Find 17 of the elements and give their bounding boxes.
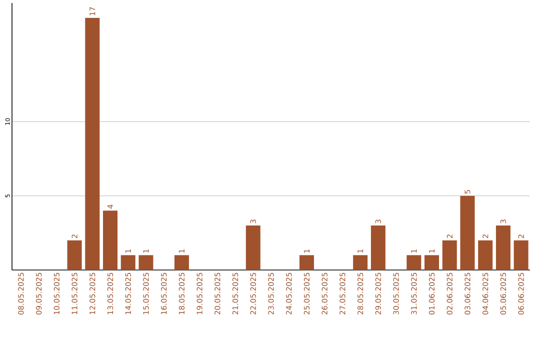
- bar: [478, 240, 493, 270]
- bar: [514, 240, 528, 270]
- bar: [406, 255, 422, 270]
- bar: [496, 226, 510, 270]
- bar: [370, 226, 386, 270]
- bar: [424, 255, 440, 270]
- bar: [120, 255, 136, 270]
- bar: [102, 210, 118, 270]
- bar: [460, 196, 475, 270]
- bar: [138, 255, 154, 270]
- bar: [67, 240, 82, 270]
- bar: [246, 226, 260, 270]
- bar: [353, 255, 368, 270]
- bar: [85, 18, 100, 270]
- bar: [174, 255, 189, 270]
- bar: [442, 240, 457, 270]
- bar: [299, 255, 314, 270]
